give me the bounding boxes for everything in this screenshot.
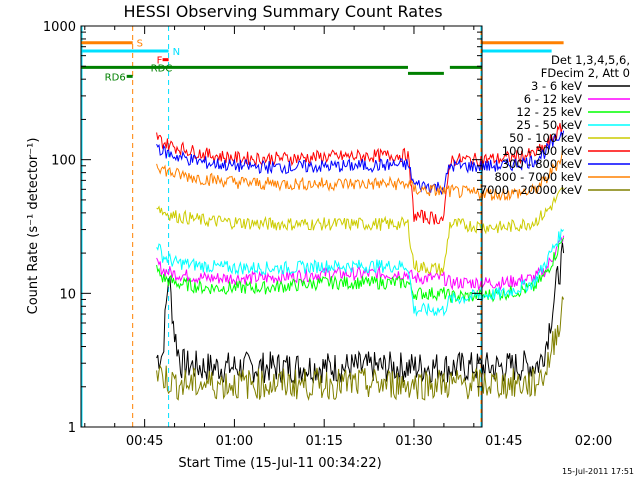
- y-tick-label: 1: [68, 421, 76, 436]
- y-tick-label: 100: [51, 154, 76, 169]
- y-tick-label: 10: [59, 287, 76, 302]
- legend-label-3: 25 - 50 keV: [516, 118, 582, 132]
- x-tick-label: 01:30: [395, 434, 432, 449]
- legend: Det 1,3,4,5,6,FDecim 2, Att 03 - 6 keV6 …: [480, 53, 630, 197]
- x-tick-label: 01:15: [305, 434, 342, 449]
- legend-label-8: 7000 - 20000 keV: [480, 183, 582, 197]
- series-line-7: [156, 150, 564, 202]
- flag-label-rd6: RD6: [105, 72, 126, 83]
- x-axis-label: Start Time (15-Jul-11 00:34:22): [178, 456, 381, 471]
- legend-label-2: 12 - 25 keV: [516, 105, 582, 119]
- legend-header-0: Det 1,3,4,5,6,: [551, 53, 630, 67]
- series-line-1: [156, 235, 565, 292]
- series-line-8: [156, 296, 565, 402]
- series-line-5: [156, 122, 564, 225]
- x-tick-label: 01:00: [216, 434, 253, 449]
- x-tick-label: 01:45: [485, 434, 522, 449]
- x-axis: 00:45 01:00 01:15 01:30 01:45 02:00: [84, 26, 612, 449]
- y-axis: 1 10 100 1000: [43, 20, 482, 436]
- legend-label-6: 300 - 800 keV: [502, 157, 582, 171]
- plot-frame: [80, 25, 483, 428]
- legend-label-1: 6 - 12 keV: [524, 92, 582, 106]
- legend-header-1: FDecim 2, Att 0: [541, 66, 630, 80]
- x-tick-label: 00:45: [126, 434, 163, 449]
- y-tick-label: 1000: [43, 20, 76, 35]
- flag-label-s: S: [137, 39, 143, 50]
- series-line-0: [156, 242, 565, 385]
- footer-date: 15-Jul-2011 17:51: [562, 467, 634, 476]
- legend-label-5: 100 - 300 keV: [502, 144, 582, 158]
- x-tick-label: 02:00: [575, 434, 612, 449]
- series-line-6: [156, 130, 565, 196]
- legend-label-4: 50 - 100 keV: [509, 131, 582, 145]
- legend-label-7: 800 - 7000 keV: [494, 170, 582, 184]
- flag-label-rdc: RDC: [151, 63, 173, 74]
- series-line-4: [156, 186, 565, 276]
- series-line-3: [156, 228, 564, 317]
- legend-label-0: 3 - 6 keV: [531, 79, 582, 93]
- flag-label-f: F: [157, 56, 163, 67]
- flag-label-n: N: [173, 47, 180, 58]
- y-axis-label: Count Rate (s⁻¹ detector⁻¹): [26, 138, 41, 315]
- chart-title: HESSI Observing Summary Count Rates: [123, 2, 442, 21]
